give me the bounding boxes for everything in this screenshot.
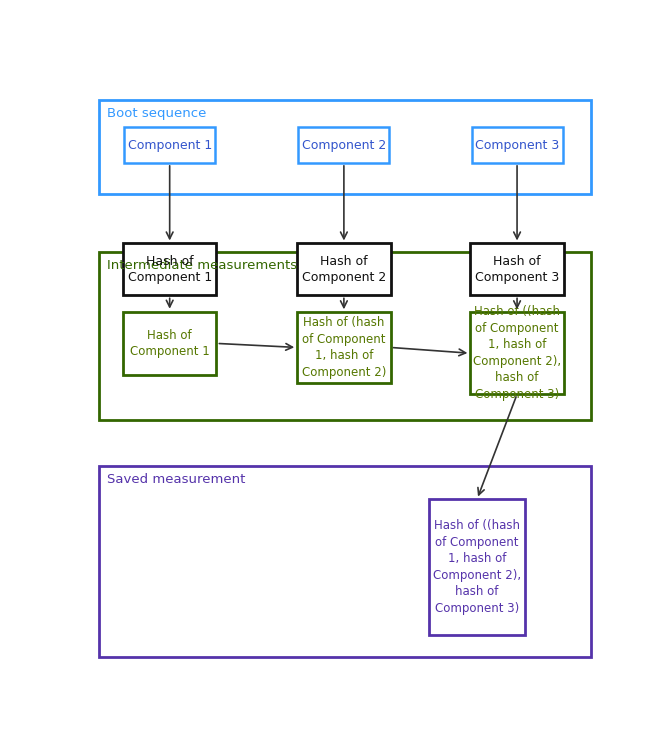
Text: Component 3: Component 3 (475, 138, 559, 152)
FancyBboxPatch shape (123, 312, 217, 376)
Text: Boot sequence: Boot sequence (107, 107, 207, 120)
FancyBboxPatch shape (99, 100, 591, 195)
Text: Hash of ((hash
of Component
1, hash of
Component 2),
hash of
Component 3): Hash of ((hash of Component 1, hash of C… (433, 520, 521, 615)
FancyBboxPatch shape (297, 312, 391, 383)
Text: Intermediate measurements: Intermediate measurements (107, 259, 297, 272)
Text: Hash of ((hash
of Component
1, hash of
Component 2),
hash of
Component 3): Hash of ((hash of Component 1, hash of C… (473, 306, 561, 401)
FancyBboxPatch shape (123, 243, 217, 295)
FancyBboxPatch shape (99, 466, 591, 657)
FancyBboxPatch shape (297, 243, 391, 295)
FancyBboxPatch shape (429, 499, 525, 635)
FancyBboxPatch shape (472, 127, 562, 163)
FancyBboxPatch shape (99, 252, 591, 420)
FancyBboxPatch shape (470, 312, 564, 394)
FancyBboxPatch shape (124, 127, 215, 163)
Text: Component 2: Component 2 (302, 138, 386, 152)
Text: Component 1: Component 1 (127, 138, 212, 152)
Text: Saved measurement: Saved measurement (107, 473, 246, 486)
Text: Hash of
Component 1: Hash of Component 1 (127, 255, 212, 284)
FancyBboxPatch shape (299, 127, 389, 163)
Text: Hash of
Component 3: Hash of Component 3 (475, 255, 559, 284)
Text: Hash of
Component 2: Hash of Component 2 (302, 255, 386, 284)
Text: Hash of (hash
of Component
1, hash of
Component 2): Hash of (hash of Component 1, hash of Co… (302, 316, 386, 379)
FancyBboxPatch shape (470, 243, 564, 295)
Text: Hash of
Component 1: Hash of Component 1 (130, 329, 209, 358)
